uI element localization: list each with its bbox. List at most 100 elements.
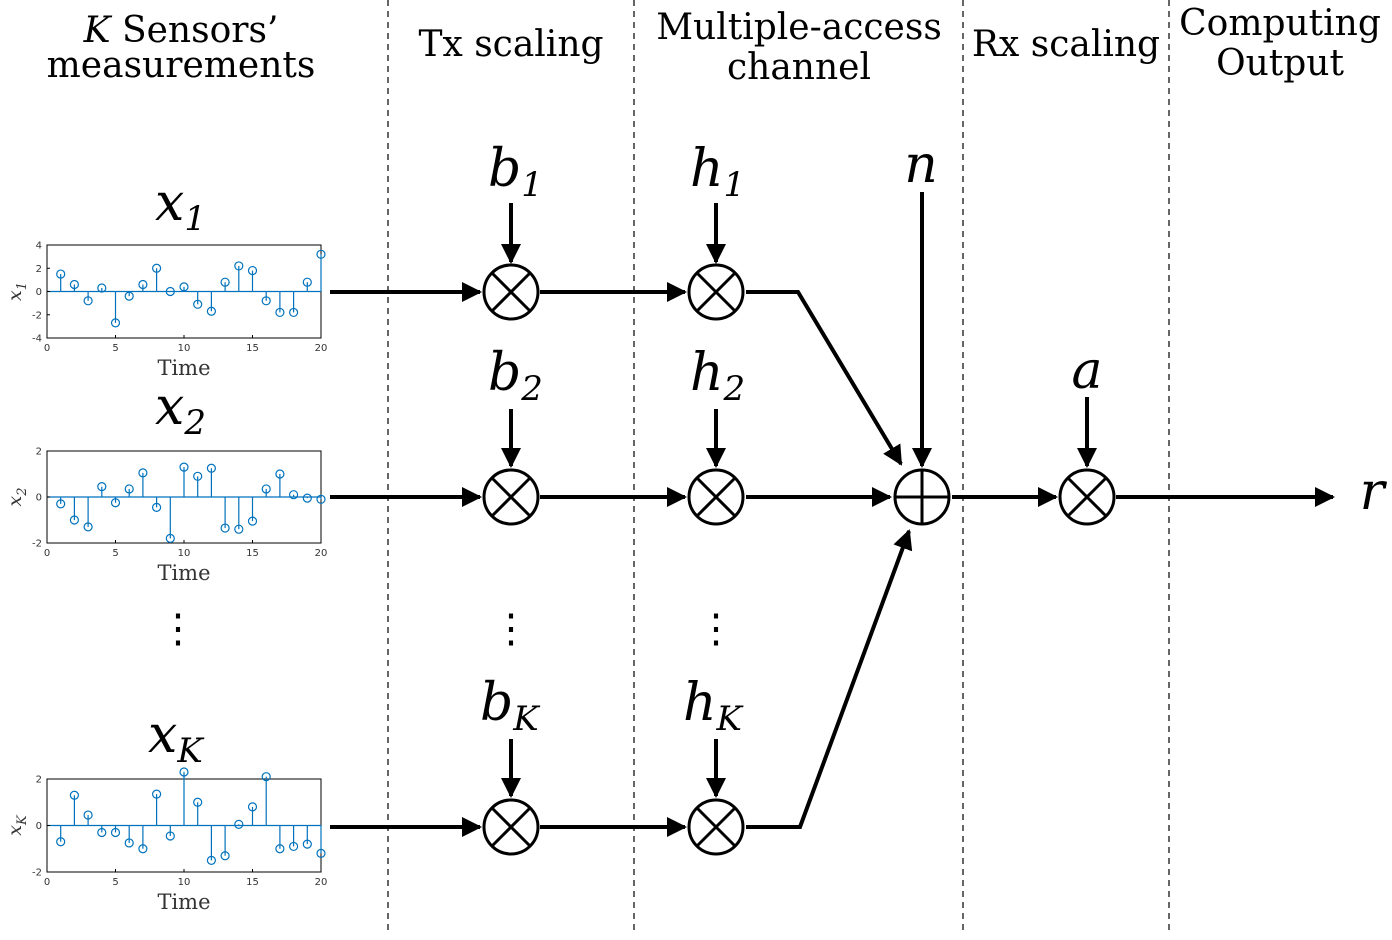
stem-marker (289, 307, 299, 318)
stem-marker (206, 855, 216, 865)
stem-marker (138, 468, 148, 478)
x-tick-label: 20 (315, 877, 328, 888)
stem-marker (247, 516, 258, 526)
stem-marker (165, 286, 175, 297)
stem-marker (275, 469, 285, 479)
stem-marker (220, 277, 230, 287)
stem-marker (193, 471, 203, 481)
y-tick-label: 0 (36, 287, 42, 298)
stem-marker (234, 524, 244, 534)
x-tick-label: 15 (246, 343, 259, 354)
multiplier-a (1058, 468, 1116, 526)
x-axis-label: Time (157, 561, 210, 585)
stem-marker (97, 827, 107, 838)
x-tick-label: 0 (44, 548, 50, 559)
multiplier-h2 (687, 468, 745, 526)
arrow-h1-to-sum (746, 290, 903, 466)
y-axis-label: x2 (4, 488, 30, 507)
stem-marker (69, 790, 80, 800)
stem-marker (83, 810, 93, 820)
y-tick-label: -2 (32, 539, 42, 550)
x-tick-label: 5 (112, 343, 118, 354)
adder-sum (893, 468, 951, 526)
stem-marker (247, 265, 258, 276)
stem-marker (220, 523, 230, 533)
symbol-x2: x2 (155, 377, 206, 443)
stem-marker (261, 484, 271, 494)
stem-marker (179, 462, 189, 472)
symbol-hK: hK (683, 673, 745, 739)
stem-marker (83, 522, 93, 532)
stem-marker (275, 844, 285, 854)
header-mac-line1: Multiple-access (656, 7, 942, 48)
x-tick-label: 20 (315, 548, 328, 559)
vdots-sensors: ⋮ (158, 606, 198, 652)
nodes (482, 263, 1116, 856)
stem-marker (124, 291, 134, 301)
stem-marker (152, 502, 162, 512)
multiplier-h1 (687, 263, 745, 321)
stem-marker (152, 789, 162, 799)
x-tick-label: 10 (178, 548, 191, 559)
header-sensors: K Sensors’ (83, 10, 279, 51)
symbol-b2: b2 (488, 343, 543, 409)
column-headers: K Sensors’ measurements Tx scaling Multi… (47, 3, 1381, 88)
stem-marker (316, 249, 326, 259)
stem-marker (152, 263, 162, 273)
y-tick-label: 0 (36, 821, 42, 832)
stem-marker (261, 772, 271, 782)
stem-marker (234, 819, 244, 829)
x-tick-label: 5 (112, 548, 118, 559)
stem-marker (302, 839, 312, 849)
header-sensors-line2: measurements (47, 45, 316, 86)
stem-marker (316, 848, 326, 859)
y-tick-label: 4 (36, 241, 42, 252)
stem-marker (56, 499, 66, 509)
stem-marker (69, 279, 80, 290)
stem-marker (302, 493, 312, 503)
symbol-h1: h1 (690, 139, 745, 205)
stem-marker (316, 494, 326, 504)
stem-marker (110, 318, 121, 328)
header-rx-scaling: Rx scaling (972, 24, 1160, 65)
multiplier-bK (482, 798, 540, 856)
symbol-bK: bK (480, 673, 541, 739)
stem-marker (138, 279, 148, 290)
stem-marker (193, 797, 203, 807)
signal-arrows (330, 282, 1335, 837)
stem-marker (56, 837, 66, 847)
y-tick-label: -2 (32, 310, 42, 321)
stem-marker (165, 831, 175, 841)
stem-marker (110, 498, 121, 508)
x-tick-label: 20 (315, 343, 328, 354)
symbol-b1: b1 (488, 139, 543, 205)
y-tick-label: -2 (32, 868, 42, 879)
input-arrows (501, 192, 1097, 798)
stem-marker (289, 841, 299, 852)
stem-marker (56, 269, 66, 279)
x-tick-label: 10 (178, 877, 191, 888)
stem-marker (206, 306, 216, 316)
x-axis-label: Time (157, 890, 210, 914)
stem-marker (289, 490, 299, 500)
stem-marker (302, 277, 312, 287)
y-axis-label: xK (4, 814, 30, 836)
stem-marker (138, 844, 148, 854)
stem-marker (193, 299, 203, 309)
x-tick-label: 0 (44, 343, 50, 354)
y-tick-label: 2 (36, 447, 42, 458)
stem-marker (261, 296, 271, 306)
header-mac-line2: channel (727, 47, 871, 88)
y-tick-label: 0 (36, 493, 42, 504)
multiplier-b2 (482, 468, 540, 526)
header-output-line2: Output (1216, 43, 1344, 84)
y-tick-label: -4 (32, 334, 42, 345)
x-axis-label: Time (157, 356, 210, 380)
stem-marker (247, 802, 258, 812)
stem-marker (206, 463, 216, 473)
header-output-line1: Computing (1179, 3, 1381, 44)
